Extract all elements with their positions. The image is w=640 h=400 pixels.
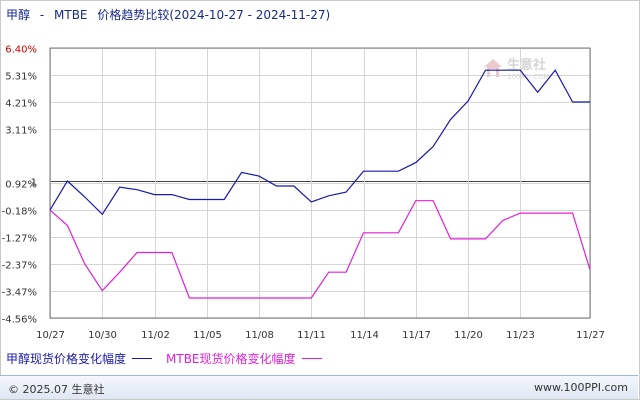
- legend: 甲醇现货价格变化幅度 MTBE现货价格变化幅度: [6, 350, 336, 367]
- title-compare: MTBE: [54, 8, 88, 22]
- y-tick-label: 1: [31, 178, 37, 189]
- chart-title: 甲醇 - MTBE 价格趋势比较(2024-10-27 - 2024-11-27…: [6, 6, 330, 23]
- x-tick-label: 11/23: [506, 330, 535, 341]
- title-separator: -: [39, 8, 45, 22]
- title-product: 甲醇: [6, 8, 31, 22]
- footer-site-link[interactable]: www.100PPI.com: [534, 381, 628, 394]
- x-tick-label: 11/17: [402, 330, 431, 341]
- title-subject: 价格趋势比较: [97, 8, 170, 22]
- x-tick-label: 11/14: [350, 330, 379, 341]
- x-tick-label: 11/08: [245, 330, 274, 341]
- y-tick-label: -2.37%: [2, 261, 37, 272]
- series-line-methanol: [49, 69, 590, 216]
- y-tick-label: 4.21%: [5, 99, 37, 110]
- legend-label-mtbe: MTBE现货价格变化幅度: [166, 352, 296, 366]
- x-tick-label: 11/11: [297, 330, 326, 341]
- house-logo-icon: [484, 58, 502, 77]
- x-tick-label: 10/30: [88, 330, 117, 341]
- legend-label-methanol: 甲醇现货价格变化幅度: [6, 352, 127, 366]
- y-tick-label: 5.31%: [5, 72, 37, 83]
- y-tick-label: 3.11%: [5, 126, 37, 137]
- legend-item-methanol: 甲醇现货价格变化幅度: [6, 350, 153, 367]
- legend-swatch-mtbe: [301, 358, 322, 359]
- footer-copyright: © 2025.07 生意社: [8, 383, 105, 396]
- series-layer: [49, 69, 591, 299]
- y-tick-label: -4.56%: [2, 315, 37, 326]
- x-tick-label: 11/05: [193, 330, 222, 341]
- series-line-mtbe: [49, 200, 591, 299]
- plot-border: [49, 47, 591, 319]
- y-tick-label: 0.92%: [5, 180, 37, 191]
- y-tick-label: -0.18%: [2, 207, 37, 218]
- y-tick-label: -3.47%: [2, 288, 37, 299]
- x-tick-label: 11/20: [454, 330, 483, 341]
- legend-item-mtbe: MTBE现货价格变化幅度: [166, 350, 322, 367]
- x-tick-label: 11/02: [141, 330, 170, 341]
- watermark: 生意社 100PPI.COM: [482, 54, 550, 81]
- legend-swatch-methanol: [132, 358, 153, 359]
- axis-layer: 6.40% 5.31% 4.21% 3.11% 10.92% -0.18% -1.27% -2…: [2, 45, 605, 342]
- y-tick-label: -1.27%: [2, 234, 37, 245]
- x-tick-label: 10/27: [36, 330, 65, 341]
- watermark-sub: 100PPI.COM: [507, 73, 550, 81]
- title-date-range: (2024-10-27 - 2024-11-27): [169, 8, 331, 22]
- grid-layer: [50, 48, 591, 319]
- watermark-text: 生意社: [507, 58, 547, 73]
- footer: © 2025.07 生意社 www.100PPI.com: [0, 375, 638, 399]
- x-tick-label: 11/27: [576, 330, 605, 341]
- y-tick-label: 6.40%: [5, 45, 37, 56]
